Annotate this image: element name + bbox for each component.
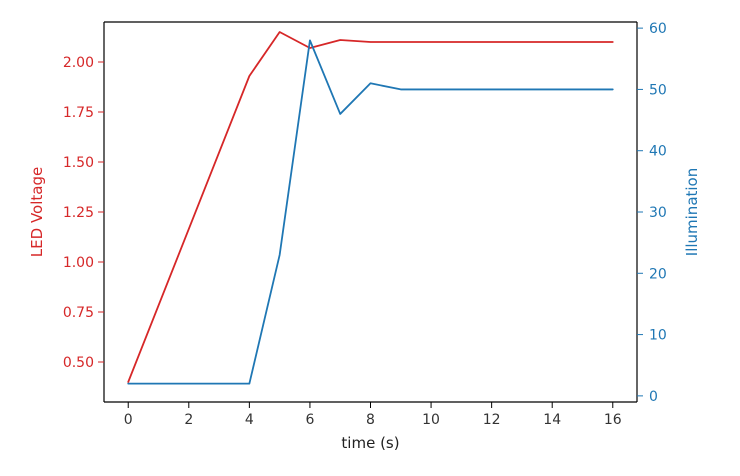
x-tick-label: 14 <box>543 412 561 428</box>
left-y-tick-label: 1.50 <box>63 155 94 171</box>
right-y-tick-label: 20 <box>649 266 667 282</box>
x-tick-label: 8 <box>366 412 375 428</box>
x-tick-label: 16 <box>604 412 622 428</box>
axes-layer <box>103 21 638 403</box>
right-y-tick-label: 10 <box>649 328 667 344</box>
tick-layer: 0 2 4 6 8 10 12 14 16 0.50 0.75 1.00 1.25 1.50 1.75 2.0… <box>63 21 667 428</box>
left-y-tick-label: 0.50 <box>63 355 94 371</box>
left-y-axis-label: LED Voltage <box>28 167 46 257</box>
left-y-tick-label: 1.00 <box>63 255 94 271</box>
left-y-tick-label: 1.75 <box>63 105 94 121</box>
right-y-tick-label: 60 <box>649 21 667 37</box>
right-y-tick-label: 50 <box>649 82 667 98</box>
x-tick-label: 10 <box>422 412 440 428</box>
left-y-tick-label: 1.25 <box>63 205 94 221</box>
x-tick-label: 0 <box>124 412 133 428</box>
x-tick-label: 2 <box>184 412 193 428</box>
illumination-series-line <box>127 39 614 385</box>
x-tick-label: 4 <box>245 412 254 428</box>
right-y-tick-label: 40 <box>649 144 667 160</box>
left-y-tick-label: 2.00 <box>63 55 94 71</box>
left-y-tick-label: 0.75 <box>63 305 94 321</box>
led-voltage-series-line <box>127 31 614 383</box>
x-tick-label: 12 <box>483 412 501 428</box>
right-y-tick-label: 0 <box>649 389 658 405</box>
x-axis-label: time (s) <box>341 434 399 452</box>
right-y-tick-label: 30 <box>649 205 667 221</box>
x-tick-label: 6 <box>305 412 314 428</box>
series-layer <box>127 31 614 385</box>
right-y-axis-label: Illumination <box>683 168 701 256</box>
